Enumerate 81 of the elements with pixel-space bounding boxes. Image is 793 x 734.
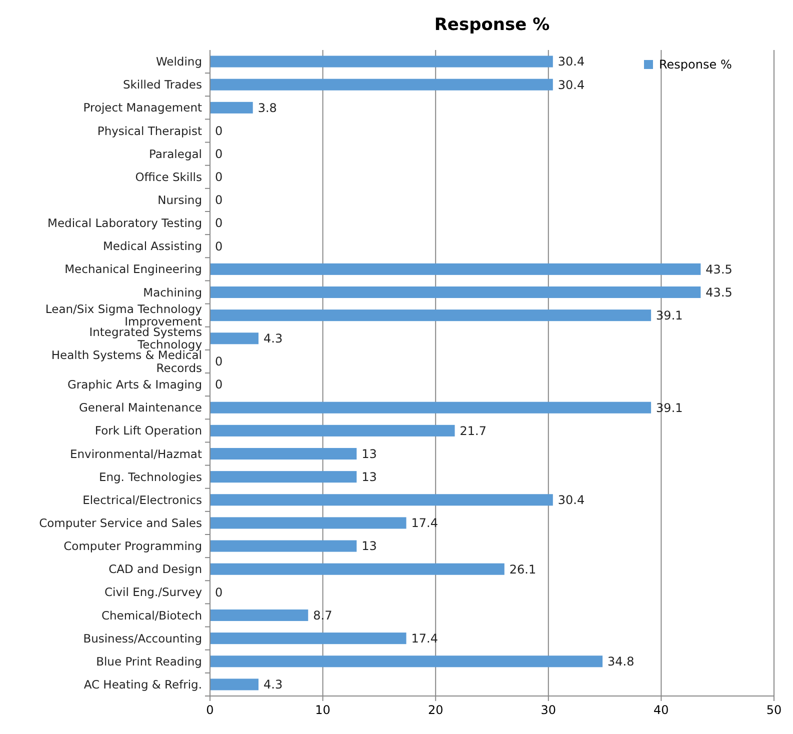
bar: [210, 102, 253, 114]
bar: [210, 263, 701, 275]
y-tick-label: CAD and Design: [108, 562, 202, 576]
y-tick-label: Computer Programming: [64, 539, 202, 554]
bar: [210, 656, 603, 668]
data-label: 0: [215, 170, 223, 184]
bar: [210, 494, 553, 506]
x-tick-label: 30: [540, 703, 556, 717]
x-tick-label: 0: [206, 703, 214, 717]
data-label: 0: [215, 378, 223, 392]
bar: [210, 56, 553, 68]
x-tick-label: 10: [315, 703, 330, 717]
x-tick-label: 40: [654, 703, 669, 717]
data-label: 43.5: [706, 262, 732, 276]
y-tick-label: Medical Assisting: [102, 239, 202, 254]
data-label: 30.4: [558, 493, 585, 508]
data-label: 0: [215, 124, 223, 138]
bar: [210, 286, 701, 298]
bar: [210, 448, 357, 460]
data-label: 4.3: [264, 332, 283, 346]
data-label: 8.7: [313, 608, 332, 622]
y-tick-label: Machining: [143, 285, 202, 300]
y-tick-label: Civil Eng./Survey: [104, 585, 202, 600]
bar: [210, 609, 308, 622]
data-label: 4.3: [264, 678, 283, 692]
chart-title: Response %: [434, 15, 550, 35]
y-tick-label: Mechanical Engineering: [64, 262, 202, 276]
data-label: 26.1: [509, 562, 536, 576]
y-tick-label: Office Skills: [135, 170, 202, 184]
bar: [210, 563, 504, 575]
y-tick-label: Computer Service and Sales: [39, 516, 202, 530]
data-label: 17.4: [411, 516, 438, 530]
data-label: 0: [215, 239, 223, 254]
y-tick-label: Welding: [156, 54, 202, 69]
data-label: 34.8: [608, 654, 634, 669]
bar: [210, 78, 553, 90]
y-tick-label: Graphic Arts & Imaging: [67, 378, 202, 392]
bar: [210, 424, 455, 436]
y-tick-label: Eng. Technologies: [98, 470, 202, 484]
y-tick-label: Medical Laboratory Testing: [48, 216, 202, 230]
y-tick-label: Electrical/Electronics: [82, 492, 202, 507]
y-tick-label: Skilled Trades: [122, 78, 202, 92]
y-tick-label: Project Management: [83, 100, 202, 115]
data-label: 30.4: [558, 78, 585, 92]
data-label: 3.8: [258, 100, 277, 115]
data-label: 0: [215, 216, 223, 230]
x-tick-label: 50: [766, 703, 782, 717]
bar: [210, 678, 259, 690]
bar: [210, 332, 259, 344]
y-tick-label: Lean/Six Sigma Technology Improvement: [45, 302, 202, 329]
bar: [210, 540, 357, 552]
data-label: 0: [215, 147, 223, 162]
y-tick-label: Physical Therapist: [97, 124, 202, 138]
data-label: 0: [215, 354, 223, 369]
y-tick-label: AC Heating & Refrig.: [84, 677, 202, 692]
data-label: 30.4: [558, 54, 585, 69]
bar: [210, 632, 406, 644]
bar: [210, 517, 406, 529]
y-tick-label: Business/Accounting: [83, 631, 202, 646]
data-label: 13: [362, 446, 377, 461]
data-label: 39.1: [656, 400, 683, 415]
y-tick-label: Environmental/Hazmat: [70, 446, 202, 461]
data-label: 39.1: [656, 308, 683, 323]
data-label: 0: [215, 585, 223, 600]
data-label: 0: [215, 193, 223, 208]
y-tick-label: General Maintenance: [78, 400, 202, 415]
bar: [210, 310, 652, 322]
data-label: 13: [362, 539, 377, 554]
legend-label: Response %: [659, 58, 732, 72]
y-tick-label: Fork Lift Operation: [94, 424, 202, 438]
data-label: 21.7: [460, 424, 486, 438]
data-label: 13: [362, 470, 377, 484]
data-label: 43.5: [706, 285, 732, 300]
data-label: 17.4: [411, 632, 438, 646]
y-tick-label: Nursing: [158, 192, 202, 207]
y-tick-label: Chemical/Biotech: [101, 608, 202, 622]
x-tick-label: 20: [428, 703, 444, 717]
y-tick-label: Blue Print Reading: [96, 654, 202, 668]
bar: [210, 471, 357, 483]
bar: [210, 402, 652, 414]
y-tick-label: Paralegal: [148, 146, 202, 161]
